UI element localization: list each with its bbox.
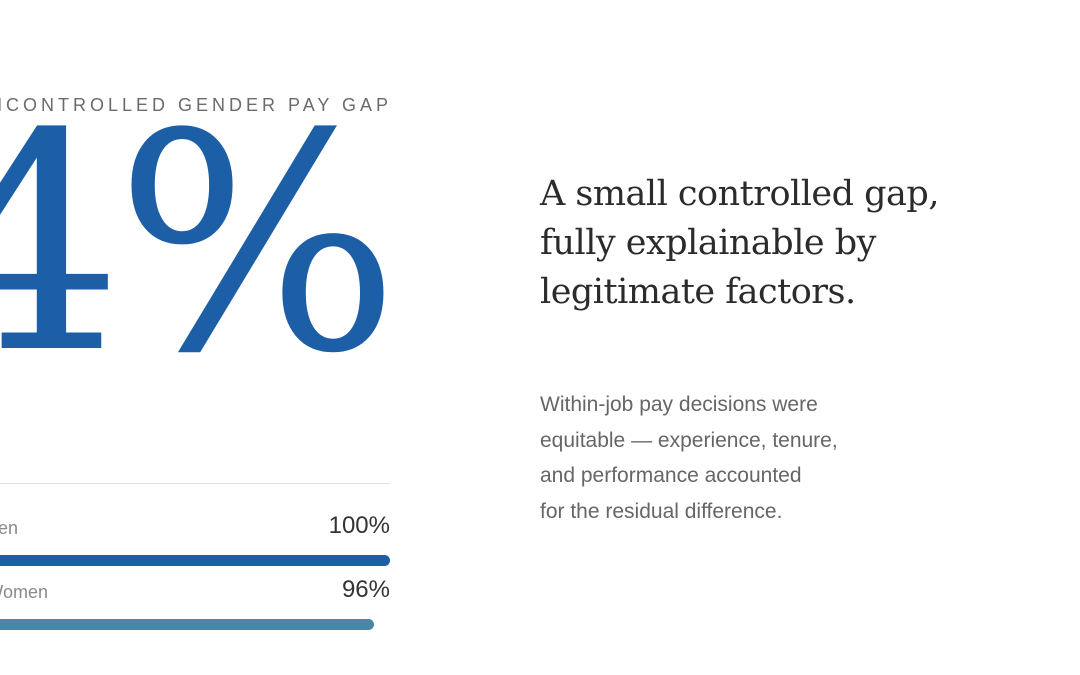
bar-fill-women xyxy=(0,619,374,630)
body-line: for the residual difference. xyxy=(540,499,783,523)
bar-fill-men xyxy=(0,555,390,566)
bar-label-women: Women xyxy=(0,582,48,602)
bar-value-men: 100% xyxy=(328,512,390,539)
kicker-label: UNCONTROLLED GENDER PAY GAP xyxy=(0,95,393,115)
body-line: equitable — experience, tenure, xyxy=(540,428,838,452)
body-line: Within-job pay decisions were xyxy=(540,393,818,416)
headline: A small controlled gap, fully explainabl… xyxy=(540,174,939,312)
big-statistic: 4% xyxy=(0,70,400,419)
bar-value-women: 96% xyxy=(341,576,390,603)
bar-track-men xyxy=(0,555,390,566)
bar-track-women xyxy=(0,619,390,630)
body-line: and performance accounted xyxy=(540,464,802,487)
body-text: Within-job pay decisions were equitable … xyxy=(540,387,920,529)
divider xyxy=(0,483,390,484)
bar-label-men: Men xyxy=(0,518,18,538)
